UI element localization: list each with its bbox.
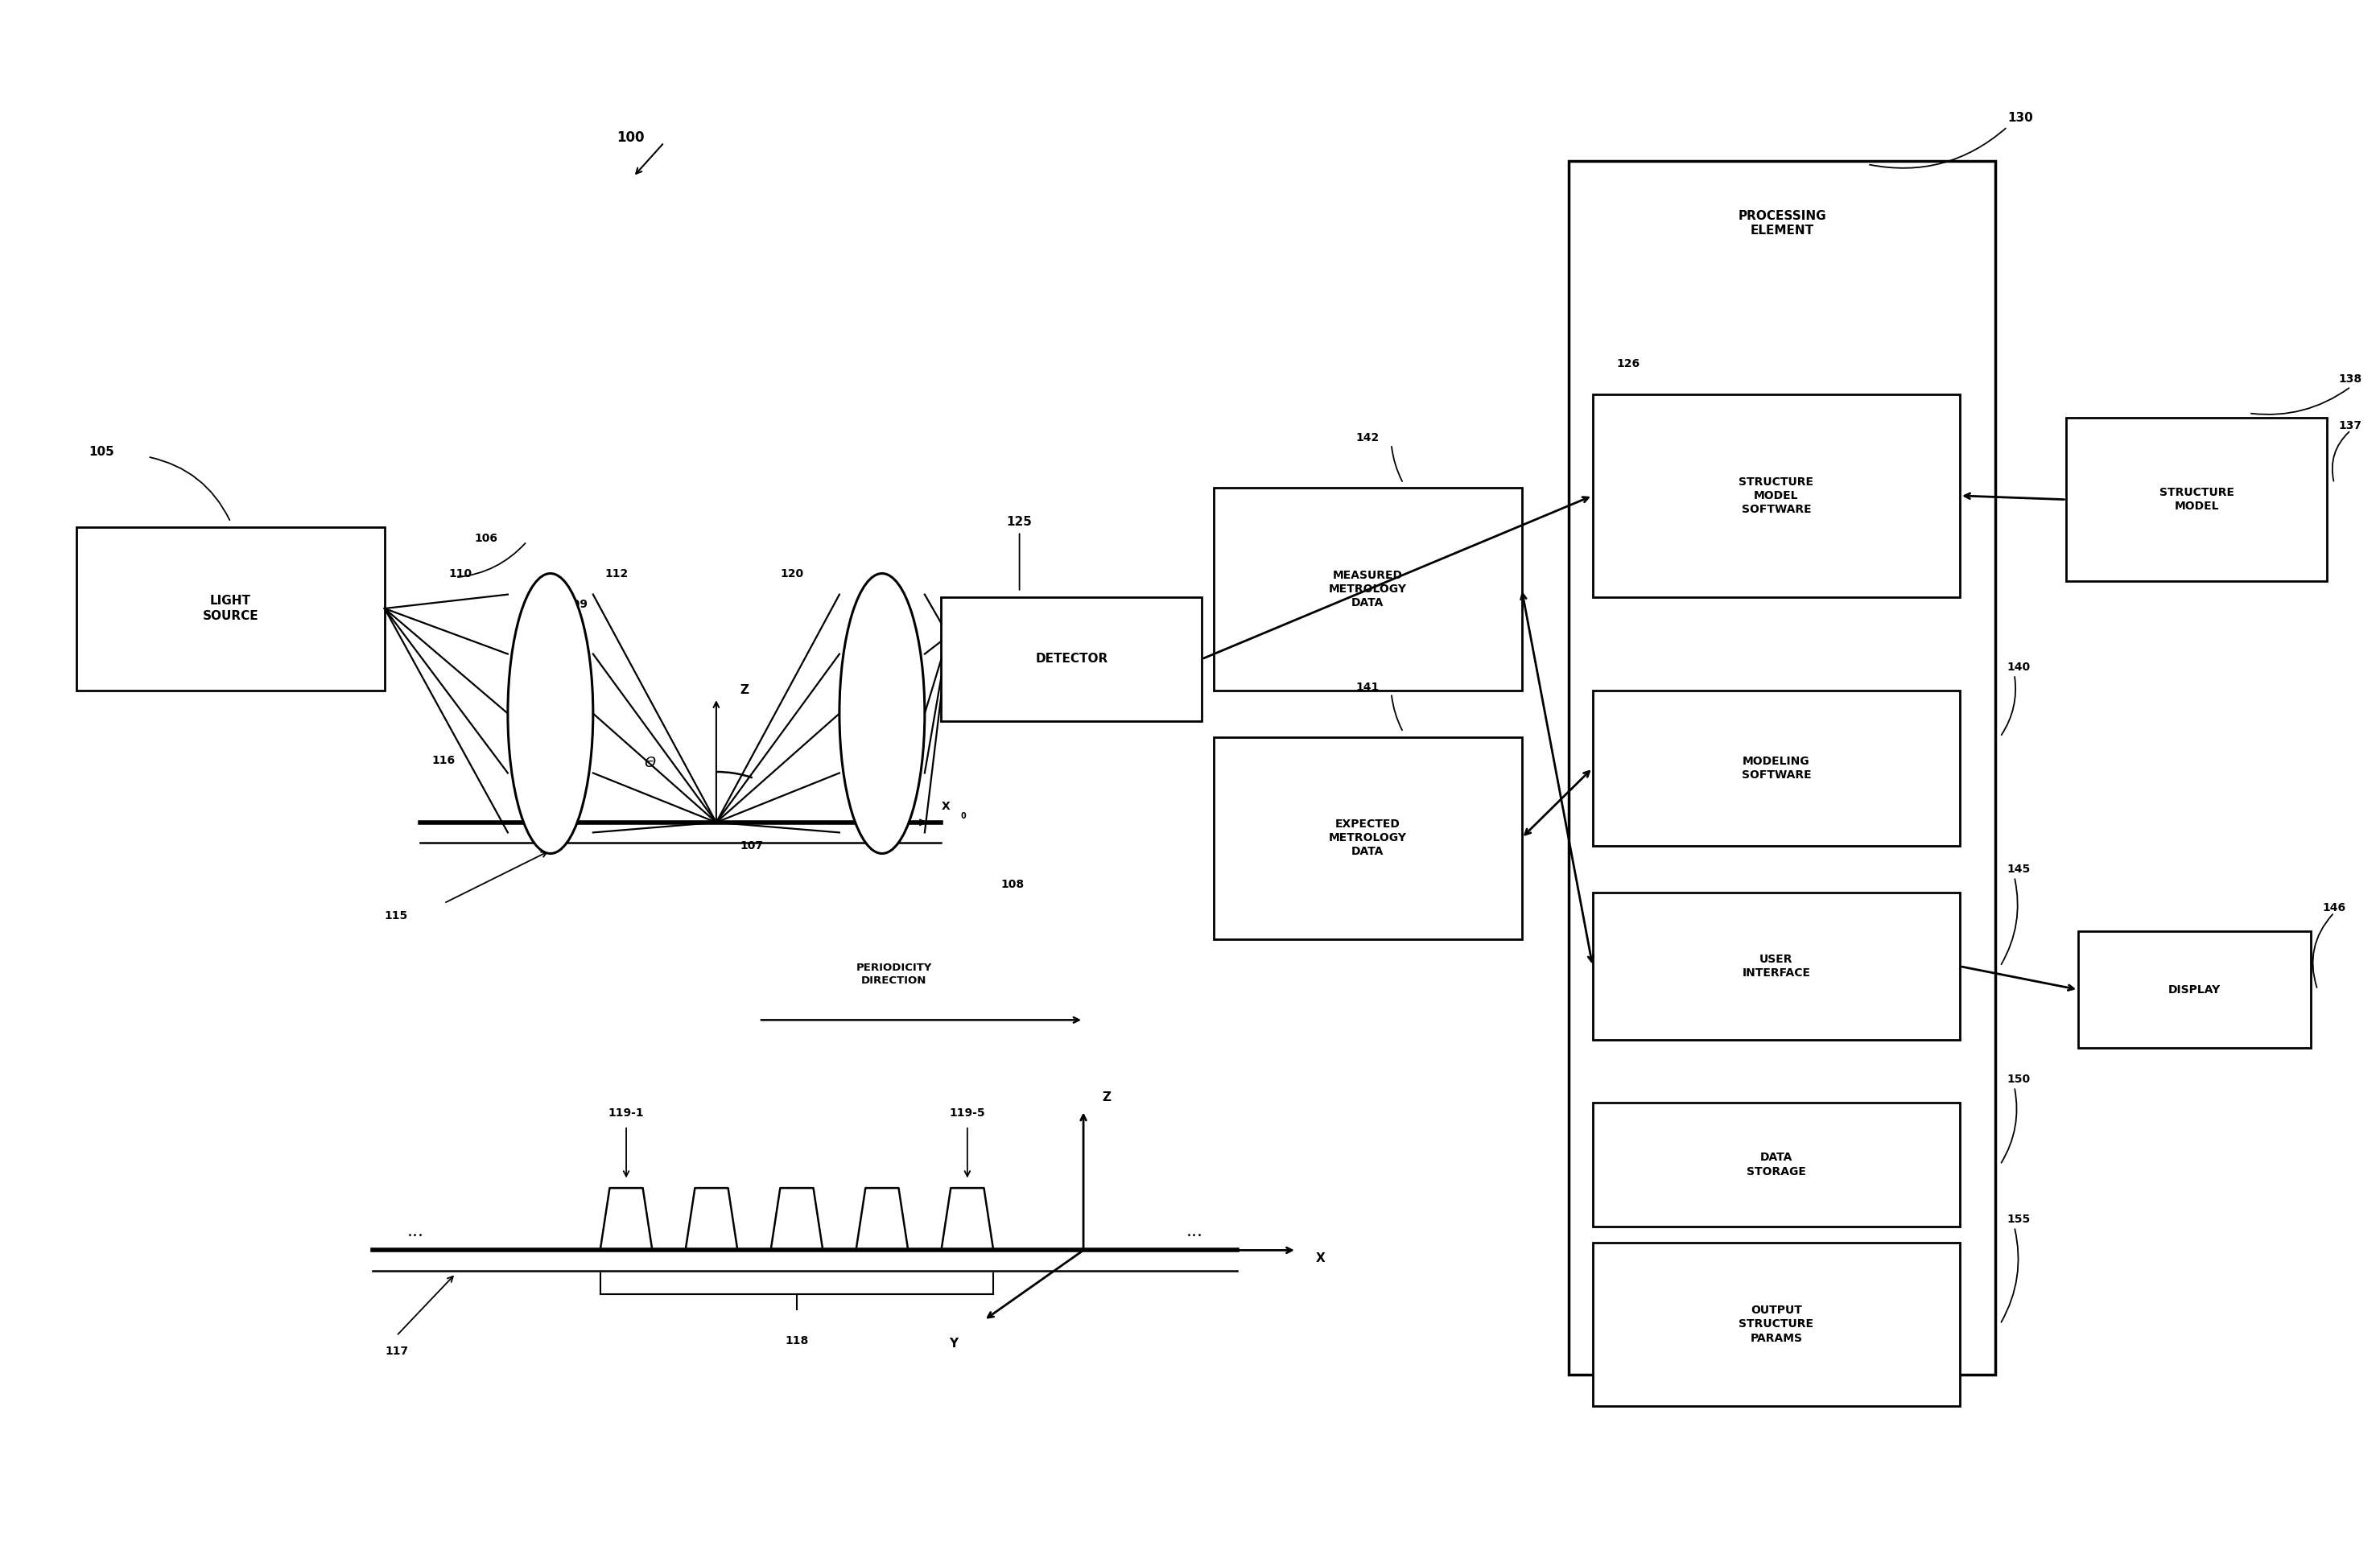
Text: PROCESSING
ELEMENT: PROCESSING ELEMENT	[1737, 210, 1825, 237]
FancyBboxPatch shape	[1568, 161, 1994, 1374]
Text: 119-5: 119-5	[950, 1108, 985, 1119]
Text: 141: 141	[1357, 682, 1380, 693]
Text: ...: ...	[1185, 1224, 1204, 1239]
FancyBboxPatch shape	[76, 527, 386, 689]
Text: 117: 117	[386, 1346, 407, 1357]
Text: 110: 110	[450, 567, 471, 580]
Text: 0: 0	[959, 812, 966, 820]
Text: LIGHT
SOURCE: LIGHT SOURCE	[202, 595, 259, 622]
Text: 118: 118	[785, 1335, 809, 1346]
FancyBboxPatch shape	[2066, 418, 2328, 581]
Text: 146: 146	[2323, 903, 2347, 914]
Text: Z: Z	[740, 685, 750, 696]
Text: 119-1: 119-1	[609, 1108, 645, 1119]
Text: 145: 145	[2006, 863, 2030, 874]
FancyBboxPatch shape	[940, 597, 1202, 721]
FancyBboxPatch shape	[1592, 395, 1959, 597]
Text: 138: 138	[2340, 373, 2363, 384]
Text: X: X	[940, 801, 950, 812]
Text: PERIODICITY
DIRECTION: PERIODICITY DIRECTION	[857, 962, 933, 986]
Text: Z: Z	[1102, 1092, 1111, 1103]
FancyBboxPatch shape	[1592, 689, 1959, 846]
FancyBboxPatch shape	[1592, 1243, 1959, 1406]
Text: 140: 140	[2006, 661, 2030, 672]
Text: 130: 130	[2006, 111, 2033, 124]
Text: 106: 106	[474, 533, 497, 544]
Text: STRUCTURE
MODEL: STRUCTURE MODEL	[2159, 487, 2235, 512]
Text: DATA
STORAGE: DATA STORAGE	[1747, 1152, 1806, 1177]
Text: Y: Y	[950, 1338, 957, 1349]
Text: 108: 108	[1000, 879, 1023, 890]
Text: MODELING
SOFTWARE: MODELING SOFTWARE	[1742, 755, 1811, 780]
Text: 125: 125	[1007, 516, 1033, 528]
Text: 120: 120	[781, 567, 804, 580]
Text: 112: 112	[605, 567, 628, 580]
Text: USER
INTERFACE: USER INTERFACE	[1742, 954, 1811, 979]
Ellipse shape	[507, 574, 593, 854]
Text: OUTPUT
STRUCTURE
PARAMS: OUTPUT STRUCTURE PARAMS	[1740, 1305, 1814, 1344]
Text: 105: 105	[88, 447, 114, 458]
FancyBboxPatch shape	[1214, 736, 1521, 939]
Text: X: X	[1316, 1252, 1326, 1265]
Text: MEASURED
METROLOGY
DATA: MEASURED METROLOGY DATA	[1328, 569, 1407, 608]
Text: DISPLAY: DISPLAY	[2168, 984, 2221, 995]
Text: 109: 109	[564, 599, 588, 610]
Text: 107: 107	[740, 840, 764, 851]
Text: 115: 115	[386, 910, 409, 921]
Text: 126: 126	[1616, 357, 1640, 370]
FancyBboxPatch shape	[1592, 893, 1959, 1040]
FancyBboxPatch shape	[2078, 931, 2311, 1048]
Ellipse shape	[840, 574, 926, 854]
FancyBboxPatch shape	[1592, 1103, 1959, 1227]
Text: ...: ...	[407, 1224, 424, 1239]
Text: 116: 116	[433, 755, 455, 766]
Text: EXPECTED
METROLOGY
DATA: EXPECTED METROLOGY DATA	[1328, 818, 1407, 857]
Text: STRUCTURE
MODEL
SOFTWARE: STRUCTURE MODEL SOFTWARE	[1740, 476, 1814, 516]
Text: 150: 150	[2006, 1073, 2030, 1084]
Text: 137: 137	[2340, 420, 2363, 431]
Text: Θ: Θ	[645, 755, 654, 771]
Text: 155: 155	[2006, 1213, 2030, 1225]
Text: 100: 100	[616, 130, 645, 146]
Text: DETECTOR: DETECTOR	[1035, 653, 1107, 664]
Text: 142: 142	[1357, 432, 1380, 443]
FancyBboxPatch shape	[1214, 487, 1521, 689]
